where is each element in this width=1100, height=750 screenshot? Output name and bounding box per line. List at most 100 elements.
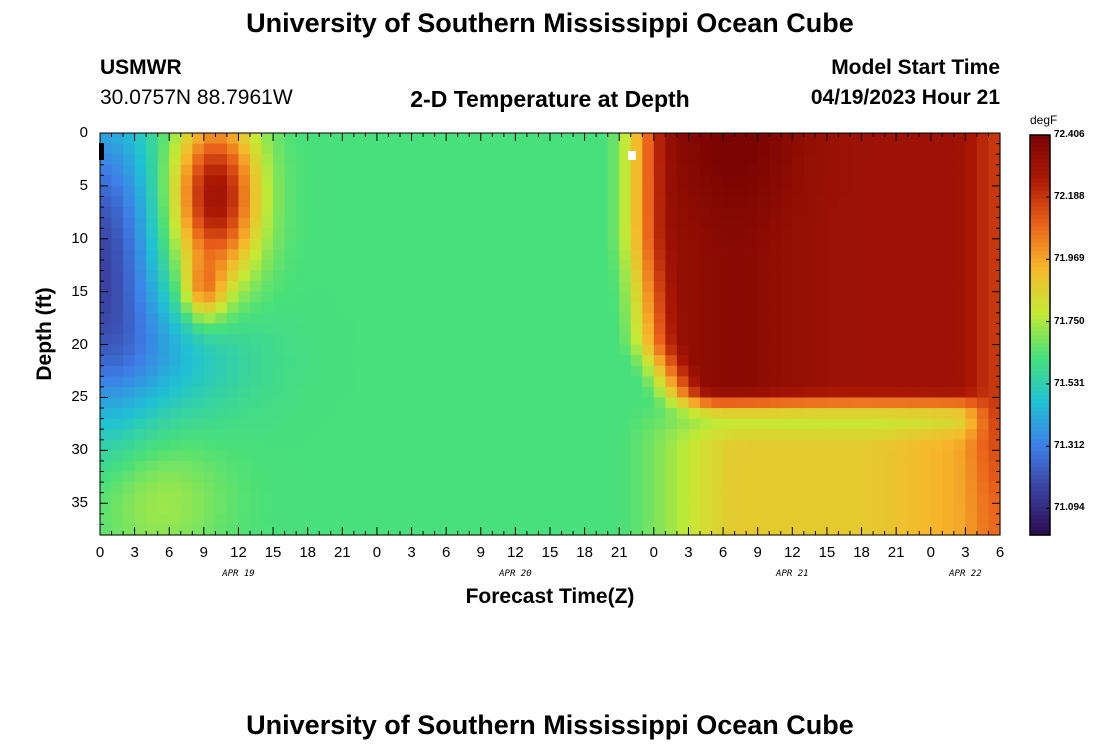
heatmap-cell	[919, 185, 932, 198]
heatmap-cell	[942, 185, 955, 198]
heatmap-cell	[700, 408, 713, 420]
heatmap-cell	[434, 397, 447, 409]
heatmap-cell	[307, 312, 320, 325]
heatmap-cell	[169, 355, 182, 367]
heatmap-cell	[861, 323, 874, 335]
heatmap-cell	[319, 228, 332, 240]
heatmap-cell	[861, 524, 874, 536]
heatmap-cell	[965, 238, 978, 250]
heatmap-cell	[896, 291, 909, 303]
heatmap-cell	[492, 334, 505, 346]
heatmap-cell	[111, 418, 124, 430]
heatmap-cell	[676, 302, 690, 314]
heatmap-cell	[342, 355, 355, 367]
heatmap-cell	[561, 386, 574, 399]
heatmap-cell	[365, 259, 378, 272]
heatmap-cell	[769, 143, 782, 155]
heatmap-cell	[146, 503, 159, 515]
heatmap-cell	[792, 503, 805, 515]
heatmap-cell	[769, 386, 782, 399]
heatmap-cell	[100, 418, 113, 430]
heatmap-cell	[376, 312, 390, 325]
heatmap-cell	[688, 228, 701, 240]
heatmap-cell	[319, 143, 332, 155]
heatmap-cell	[250, 281, 263, 293]
heatmap-cell	[411, 270, 424, 282]
heatmap-cell	[157, 185, 170, 198]
heatmap-cell	[619, 196, 632, 208]
heatmap-cell	[630, 376, 643, 388]
heatmap-cell	[734, 408, 747, 420]
heatmap-cell	[423, 302, 436, 314]
heatmap-cell	[469, 143, 482, 155]
heatmap-cell	[965, 344, 978, 356]
heatmap-cell	[100, 259, 113, 272]
heatmap-cell	[261, 281, 274, 293]
colorbar-segment	[1030, 507, 1050, 512]
colorbar-segment	[1030, 279, 1050, 284]
heatmap-cell	[642, 249, 655, 261]
heatmap-cell	[134, 228, 147, 240]
heatmap-cell	[376, 524, 390, 536]
heatmap-cell	[723, 460, 736, 473]
heatmap-cell	[815, 344, 828, 356]
heatmap-cell	[607, 281, 620, 293]
heatmap-cell	[584, 175, 597, 187]
heatmap-cell	[723, 450, 736, 462]
heatmap-cell	[930, 513, 943, 526]
heatmap-cell	[746, 513, 759, 526]
heatmap-cell	[238, 376, 251, 388]
heatmap-cell	[515, 524, 528, 536]
heatmap-cell	[723, 291, 736, 303]
heatmap-cell	[330, 249, 343, 261]
heatmap-cell	[676, 164, 690, 176]
heatmap-cell	[480, 259, 493, 272]
heatmap-cell	[284, 503, 297, 515]
heatmap-cell	[711, 355, 724, 367]
heatmap-cell	[700, 439, 713, 451]
heatmap-cell	[803, 482, 816, 494]
heatmap-cell	[515, 133, 528, 145]
heatmap-cell	[457, 143, 470, 155]
heatmap-cell	[111, 217, 124, 229]
heatmap-cell	[146, 154, 159, 166]
heatmap-cell	[573, 355, 586, 367]
heatmap-cell	[250, 482, 263, 494]
heatmap-cell	[988, 249, 1001, 261]
heatmap-cell	[388, 450, 401, 462]
heatmap-cell	[446, 524, 459, 536]
heatmap-cell	[203, 365, 216, 377]
heatmap-cell	[192, 238, 205, 250]
heatmap-cell	[526, 228, 540, 240]
heatmap-cell	[653, 323, 666, 335]
heatmap-cell	[492, 270, 505, 282]
heatmap-cell	[734, 217, 747, 229]
heatmap-cell	[492, 323, 505, 335]
heatmap-cell	[538, 524, 551, 536]
heatmap-cell	[642, 482, 655, 494]
heatmap-cell	[376, 513, 390, 526]
heatmap-cell	[884, 524, 897, 536]
heatmap-cell	[515, 513, 528, 526]
heatmap-cell	[988, 334, 1001, 346]
heatmap-cell	[688, 323, 701, 335]
heatmap-cell	[826, 513, 840, 526]
heatmap-cell	[307, 460, 320, 473]
heatmap-cell	[446, 185, 459, 198]
heatmap-cell	[561, 238, 574, 250]
heatmap-cell	[573, 281, 586, 293]
heatmap-cell	[942, 365, 955, 377]
colorbar-segment	[1030, 343, 1050, 348]
heatmap-cell	[526, 429, 540, 441]
heatmap-cell	[492, 238, 505, 250]
heatmap-cell	[619, 492, 632, 504]
heatmap-cell	[746, 503, 759, 515]
heatmap-cell	[676, 196, 690, 208]
heatmap-cell	[134, 397, 147, 409]
heatmap-cell	[988, 154, 1001, 166]
heatmap-cell	[423, 439, 436, 451]
heatmap-cell	[896, 408, 909, 420]
heatmap-cell	[953, 365, 966, 377]
heatmap-cell	[261, 460, 274, 473]
heatmap-cell	[584, 143, 597, 155]
